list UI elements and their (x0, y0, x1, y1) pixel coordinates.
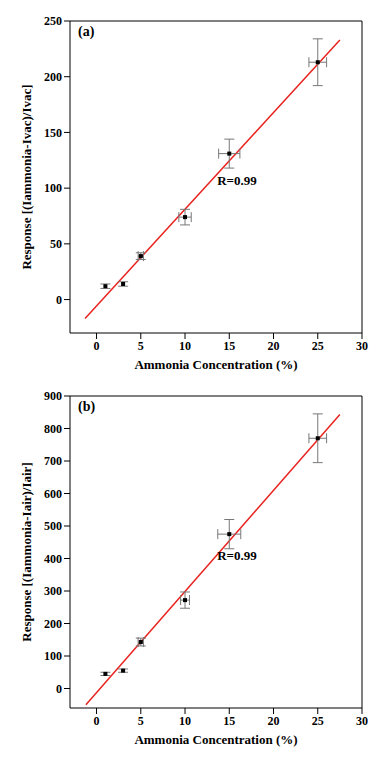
svg-text:5: 5 (138, 714, 144, 728)
svg-text:25: 25 (312, 339, 324, 353)
svg-text:15: 15 (223, 339, 235, 353)
svg-text:200: 200 (44, 617, 62, 631)
svg-text:10: 10 (179, 339, 191, 353)
svg-text:200: 200 (44, 70, 62, 84)
svg-text:0: 0 (56, 682, 62, 696)
svg-text:400: 400 (44, 552, 62, 566)
svg-text:Response [(Iammonia-Ivac)/Ivac: Response [(Iammonia-Ivac)/Ivac] (19, 84, 34, 269)
svg-text:300: 300 (44, 584, 62, 598)
svg-text:100: 100 (44, 649, 62, 663)
svg-text:150: 150 (44, 126, 62, 140)
html-text:(a): (a) (78, 24, 95, 39)
svg-text:800: 800 (44, 422, 62, 436)
svg-text:0: 0 (56, 293, 62, 307)
svg-text:5: 5 (138, 339, 144, 353)
html-text:R=0.99: R=0.99 (217, 173, 257, 188)
svg-text:20: 20 (268, 339, 280, 353)
svg-text:Response [(Iammonia-Iair)/Iair: Response [(Iammonia-Iair)/Iair] (19, 462, 34, 641)
svg-text:30: 30 (356, 714, 368, 728)
svg-text:20: 20 (268, 714, 280, 728)
svg-text:700: 700 (44, 454, 62, 468)
svg-text:0: 0 (94, 339, 100, 353)
svg-text:15: 15 (223, 714, 235, 728)
svg-text:Ammonia Concentration (%): Ammonia Concentration (%) (134, 357, 297, 372)
svg-text:0: 0 (94, 714, 100, 728)
svg-text:Ammonia Concentration (%): Ammonia Concentration (%) (134, 732, 297, 747)
svg-text:50: 50 (50, 237, 62, 251)
svg-text:30: 30 (356, 339, 368, 353)
svg-text:250: 250 (44, 14, 62, 28)
svg-text:600: 600 (44, 487, 62, 501)
html-text:R=0.99: R=0.99 (217, 548, 257, 563)
svg-text:500: 500 (44, 519, 62, 533)
svg-text:10: 10 (179, 714, 191, 728)
svg-text:25: 25 (312, 714, 324, 728)
svg-text:100: 100 (44, 181, 62, 195)
svg-text:900: 900 (44, 389, 62, 403)
html-text:(b): (b) (78, 399, 96, 414)
